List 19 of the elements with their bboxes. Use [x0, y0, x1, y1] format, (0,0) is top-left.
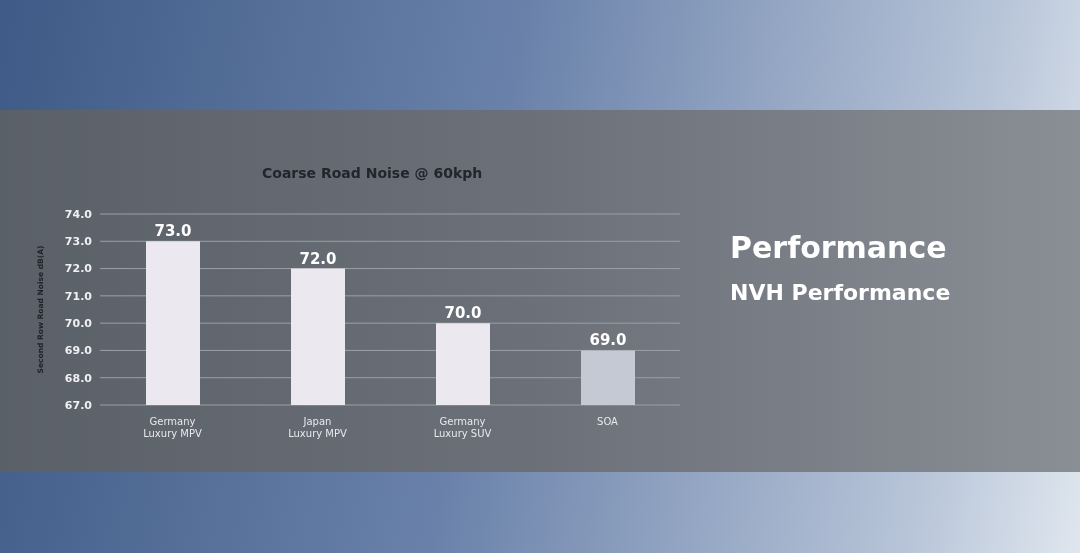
x-tick-label: Japan Luxury MPV — [288, 416, 347, 439]
text: Performance — [730, 230, 947, 265]
y-tick-label: 68.0 — [64, 371, 93, 385]
data-label: 72.0 — [299, 249, 337, 268]
chart-title: Coarse Road Noise @ 60kph — [262, 165, 483, 181]
y-tick-label: 71.0 — [64, 289, 93, 303]
y-tick-label: 72.0 — [64, 262, 93, 276]
y-tick-label: 67.0 — [64, 398, 93, 412]
text: NVH Performance — [730, 280, 951, 305]
y-tick-label: 70.0 — [64, 317, 93, 331]
data-label: 70.0 — [444, 304, 482, 323]
data-label: 69.0 — [589, 331, 627, 350]
y-tick-label: 74.0 — [64, 207, 93, 221]
x-tick-label: Germany Luxury SUV — [433, 416, 492, 439]
y-tick-label: 73.0 — [64, 235, 93, 249]
data-label: 73.0 — [154, 222, 192, 241]
x-tick-label: Germany Luxury MPV — [143, 416, 202, 439]
y-tick-label: 69.0 — [64, 344, 93, 358]
x-tick-label: SOA — [597, 416, 619, 427]
